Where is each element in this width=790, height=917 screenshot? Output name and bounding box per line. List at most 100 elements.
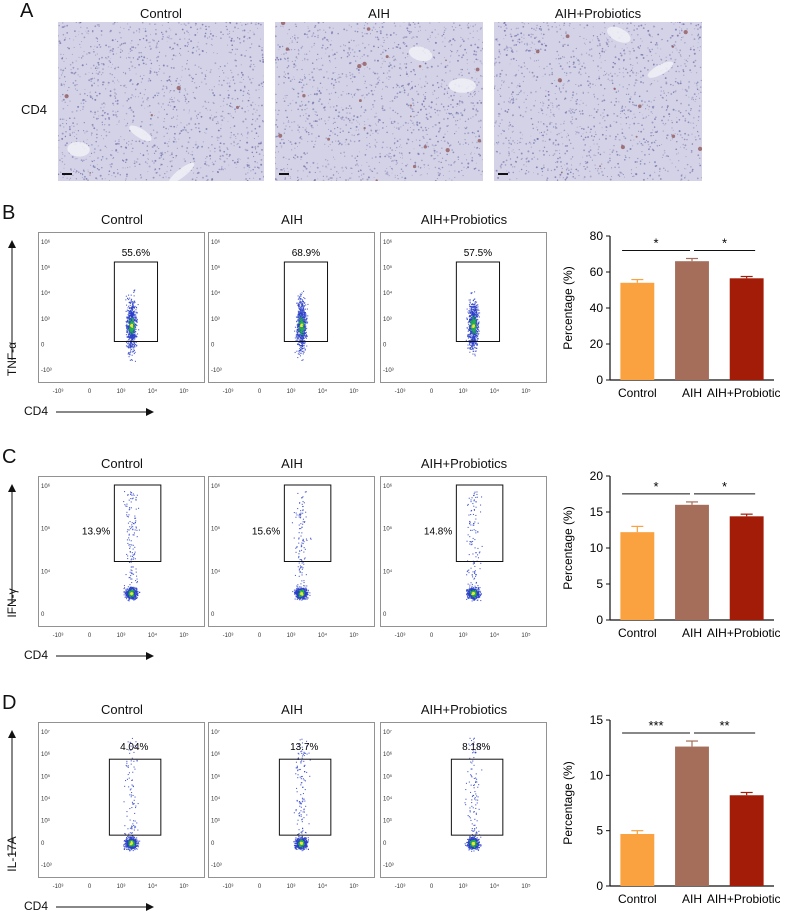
bar [675,746,709,886]
gate-percentage: 57.5% [464,248,492,259]
significance-label: ** [720,718,730,733]
y-tick-label: 10⁷ [383,729,392,736]
y-tick-label: 20 [590,337,604,351]
y-tick-label: 10⁴ [41,568,51,575]
y-tick-label: 10⁴ [383,290,393,297]
stained-cell [638,104,642,109]
x-tick-label: -10³ [53,389,64,395]
stained-cell [418,65,422,68]
stained-cell [357,63,362,69]
flow-plot: 10⁶ 10⁵ 10⁴ 0 -10³ 0 10³ 10⁴ 10⁵ 15.6% [208,476,375,639]
nuclei-texture [494,22,702,181]
x-axis-arrow [56,408,154,416]
stained-cell [697,146,702,152]
flow-title-1: AIH [281,212,303,227]
he-title-aih-probiotics: AIH+Probiotics [554,6,642,21]
plot-frame [208,232,375,383]
x-tick-label: 0 [430,633,434,639]
y-tick-label: 0 [383,342,387,348]
y-tick-label: -10³ [383,863,394,869]
gate-percentage: 14.8% [424,527,452,538]
stained-cell [671,45,674,48]
flow-title-2: AIH+Probiotics [420,702,508,717]
x-tick-label: 10⁵ [349,632,359,639]
he-title-aih: AIH [368,6,390,21]
bar [620,282,655,380]
significance-label: * [654,236,659,251]
stained-cell [599,165,602,168]
bar [729,516,764,620]
nuclei-texture [275,22,483,181]
y-tick-label: 10³ [383,317,392,323]
y-tick-label: 10⁴ [41,290,51,297]
plot-frame [208,476,375,627]
gate-box [113,261,159,342]
y-tick-label: 10⁴ [383,568,393,575]
stained-cell [363,126,366,130]
x-tick-label: 10³ [287,884,296,890]
histology-image-aih-probiotics [494,22,702,181]
x-tick-label: 0 [258,389,262,395]
y-tick-label: 10⁶ [211,751,221,758]
y-tick-label: 10³ [211,317,220,323]
x-tick-label: 10⁵ [179,883,189,890]
x-tick-label: 0 [430,389,434,395]
x-tick-label: -10³ [53,633,64,639]
bar [675,261,709,380]
x-tick-label: 10⁵ [349,883,359,890]
y-tick-label: 10⁴ [41,796,51,803]
x-tick-label: 10⁵ [349,388,359,395]
flow-title-0: Control [101,702,143,717]
bar [675,504,709,620]
x-tick-label: -10³ [395,633,406,639]
flow-plot: 10⁶ 10⁵ 10⁴ 10³ 0 -10³ -10³ 0 10³ 10⁴ 10⁵ 57.5% [380,232,547,395]
histology-image-aih [275,22,483,181]
significance-label: * [722,236,727,251]
gate-box [108,758,162,836]
x-tick-label: 10⁵ [179,632,189,639]
stained-cell [683,30,688,35]
significance-label: *** [648,718,663,733]
x-tick-label: 0 [258,884,262,890]
gate-box [283,484,332,562]
y-axis-arrow [8,730,16,855]
x-tick-label: 10³ [459,633,468,639]
flow-events [291,491,312,601]
significance-label: * [654,479,659,494]
gate-percentage: 13.7% [290,742,318,753]
y-tick-label: 10⁶ [383,239,393,246]
x-tick-label: 10³ [117,633,126,639]
y-tick-label: 10⁶ [41,239,51,246]
y-tick-label: 80 [590,229,604,243]
histology-image-control [58,22,264,181]
x-tick-label: 10⁴ [490,883,500,890]
y-tick-label: 10⁵ [41,265,51,272]
flow-plot: 10⁷ 10⁶ 10⁵ 10⁴ 10³ 0 -10³ -10³ 0 10³ 10⁴ 10⁵ 8.18% [380,722,547,890]
x-tick-label: 0 [88,884,92,890]
stained-cell [535,49,540,54]
gate-box [113,484,162,562]
y-tick-label: 10 [590,541,604,555]
y-tick-label: 0 [596,879,603,893]
x-tick-label: 10³ [117,389,126,395]
flow-x-marker: CD4 [24,648,49,662]
x-tick-label: AIH+Probiotics [707,386,780,400]
x-tick-label: 0 [258,633,262,639]
gate-box [455,261,501,342]
y-tick-label: 10 [590,768,604,782]
y-tick-label: 60 [590,265,604,279]
stained-cell [302,94,306,98]
gate-box [283,261,329,342]
x-tick-label: AIH+Probiotics [707,626,780,640]
y-tick-label: 0 [596,613,603,627]
plot-frame [380,476,547,627]
y-tick-label: 10⁶ [383,751,393,758]
x-tick-label: 10⁵ [521,388,531,395]
stained-cell [362,61,367,67]
gate-box [455,484,504,562]
stained-cell [613,87,616,91]
x-tick-label: 10⁴ [318,388,328,395]
x-tick-label: 0 [88,389,92,395]
stained-cell [409,115,412,118]
panel-letter-c: C [2,446,17,468]
